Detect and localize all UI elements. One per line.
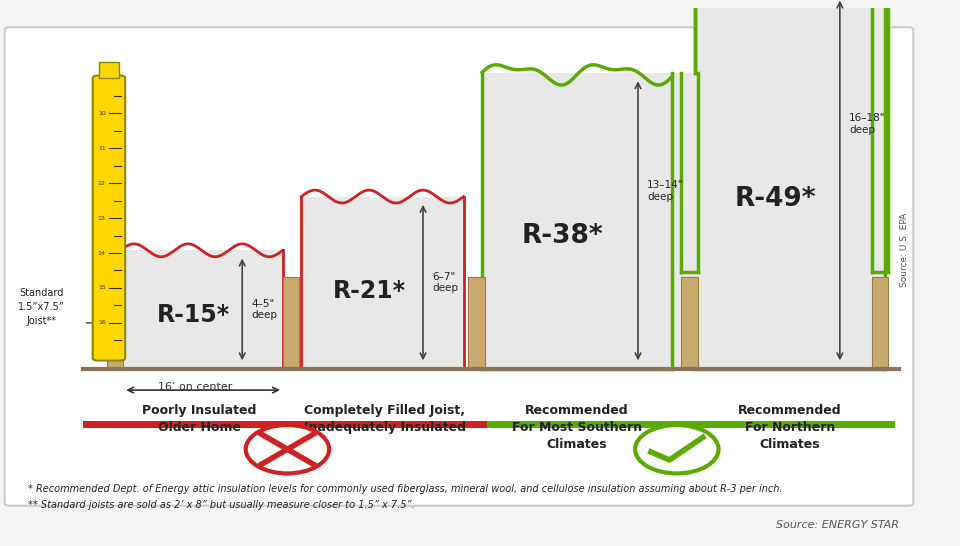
Text: 13–14"
deep: 13–14" deep	[647, 180, 684, 202]
Text: R-38*: R-38*	[521, 223, 603, 248]
Circle shape	[246, 425, 329, 473]
Bar	[482, 73, 682, 369]
Text: 16–18"
deep: 16–18" deep	[849, 113, 886, 135]
Text: 15: 15	[98, 286, 106, 290]
Bar	[84, 422, 487, 428]
Text: Source: ENERGY STAR: Source: ENERGY STAR	[777, 520, 900, 530]
Text: Recommended
For Northern
Climates: Recommended For Northern Climates	[738, 403, 842, 450]
Bar	[672, 73, 698, 369]
Text: Completely Filled Joist,
Inadequately Insulated: Completely Filled Joist, Inadequately In…	[303, 403, 466, 434]
Text: 11: 11	[98, 146, 106, 151]
Text: 10: 10	[98, 111, 106, 116]
Text: Source: U.S. EPA: Source: U.S. EPA	[900, 213, 908, 287]
Bar	[468, 277, 485, 369]
Text: 12: 12	[98, 181, 106, 186]
Text: R-49*: R-49*	[734, 186, 816, 212]
Bar	[487, 422, 895, 428]
Text: 16: 16	[98, 321, 106, 325]
Bar	[99, 62, 119, 78]
Text: 16’ on center: 16’ on center	[157, 382, 232, 392]
Text: 13: 13	[98, 216, 106, 221]
Bar	[107, 277, 123, 369]
Text: 14: 14	[98, 251, 106, 256]
Bar	[301, 197, 464, 369]
FancyBboxPatch shape	[93, 75, 125, 360]
Bar	[283, 277, 300, 369]
Text: ** Standard joists are sold as 2’ x 8” but usually measure closer to 1.5” x 7.5”: ** Standard joists are sold as 2’ x 8” b…	[28, 500, 415, 511]
Bar	[695, 0, 885, 369]
Text: R-21*: R-21*	[333, 279, 406, 303]
Text: R-15*: R-15*	[156, 304, 230, 328]
Text: Poorly Insulated
Older Home: Poorly Insulated Older Home	[142, 403, 256, 434]
FancyBboxPatch shape	[5, 27, 913, 506]
Text: Standard
1.5”x7.5”
Joist**: Standard 1.5”x7.5” Joist**	[18, 288, 65, 326]
Bar	[872, 277, 888, 369]
Bar	[121, 250, 283, 369]
Circle shape	[636, 425, 719, 473]
Text: Recommended
For Most Southern
Climates: Recommended For Most Southern Climates	[512, 403, 642, 450]
Text: 6–7"
deep: 6–7" deep	[432, 272, 458, 293]
Bar	[682, 277, 698, 369]
Text: * Recommended Dept. of Energy attic insulation levels for commonly used fibergla: * Recommended Dept. of Energy attic insu…	[28, 484, 782, 494]
Text: 4–5"
deep: 4–5" deep	[252, 299, 277, 321]
